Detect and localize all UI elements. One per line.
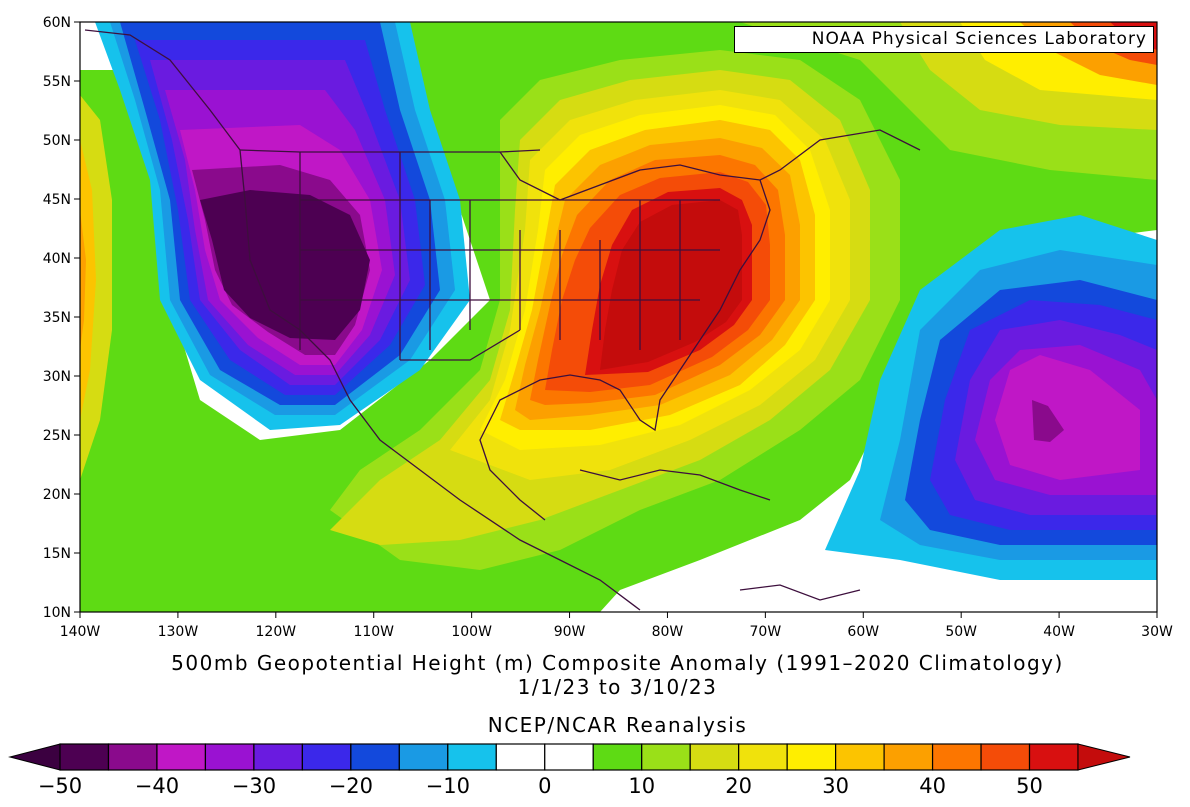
lat-tick-label: 20N <box>43 487 71 503</box>
colorbar-tick-label: −30 <box>232 774 276 798</box>
lon-tick-label: 90W <box>554 624 586 640</box>
colorbar-swatch <box>592 743 643 771</box>
colorbar-swatch <box>59 743 110 771</box>
lon-tick-label: 30W <box>1141 624 1173 640</box>
date-range: 1/1/23 to 3/10/23 <box>517 675 718 699</box>
colorbar-swatch <box>398 743 449 771</box>
lat-tick-label: 30N <box>43 369 71 385</box>
colorbar-swatch <box>301 743 352 771</box>
western-low <box>95 22 470 430</box>
colorbar-tick-label: −20 <box>329 774 373 798</box>
lat-tick-label: 55N <box>43 74 71 90</box>
colorbar-swatch <box>980 743 1031 771</box>
lon-tick-label: 110W <box>353 624 394 640</box>
anomaly-contours <box>80 22 1157 612</box>
lat-tick-label: 35N <box>43 310 71 326</box>
lon-tick-label: 40W <box>1043 624 1075 640</box>
colorbar-swatch <box>883 743 934 771</box>
colorbar-swatch <box>931 743 982 771</box>
colorbar: −50 −40 −30 −20 −10 0 10 20 30 40 50 <box>8 743 1131 798</box>
colorbar-swatch <box>1028 743 1079 771</box>
colorbar-swatch <box>835 743 885 771</box>
colorbar-tick-label: 10 <box>628 774 655 798</box>
credit-box: NOAA Physical Sciences Laboratory <box>734 26 1154 53</box>
colorbar-swatch <box>641 743 691 771</box>
lon-tick-label: 80W <box>652 624 684 640</box>
colorbar-tick-label: 50 <box>1016 774 1043 798</box>
lon-tick-label: 100W <box>451 624 492 640</box>
colorbar-swatch <box>738 743 788 771</box>
lat-tick-label: 25N <box>43 428 71 444</box>
colorbar-low-arrow <box>8 743 61 771</box>
colorbar-swatch <box>689 743 740 771</box>
lat-tick-label: 45N <box>43 192 71 208</box>
lon-tick-label: 140W <box>60 624 101 640</box>
lon-tick-label: 130W <box>158 624 199 640</box>
colorbar-swatch <box>253 743 303 771</box>
colorbar-tick-label: 0 <box>538 774 551 798</box>
lon-tick-label: 50W <box>945 624 977 640</box>
lat-tick-label: 60N <box>43 15 71 31</box>
colorbar-high-arrow <box>1077 743 1131 771</box>
colorbar-swatch <box>204 743 255 771</box>
colorbar-tick-label: −10 <box>426 774 470 798</box>
longitude-axis: 140W 130W 120W 110W 100W 90W 80W 70W 60W 50W 40W 30… <box>60 612 1173 640</box>
colorbar-tick-label: 20 <box>725 774 752 798</box>
coastlines <box>84 29 921 611</box>
colorbar-tick-label: −40 <box>135 774 179 798</box>
colorbar-swatch <box>350 743 400 771</box>
eastern-high <box>330 50 900 570</box>
lat-tick-label: 10N <box>43 605 71 621</box>
lat-tick-label: 40N <box>43 251 71 267</box>
colorbar-swatch <box>156 743 207 771</box>
colorbar-tick-label: −50 <box>38 774 82 798</box>
pacific-high-edge <box>80 95 112 480</box>
data-source: NCEP/NCAR Reanalysis <box>487 713 748 737</box>
map-title: 500mb Geopotential Height (m) Composite … <box>171 651 1064 675</box>
colorbar-tick-label: 30 <box>822 774 849 798</box>
latitude-axis: 60N 55N 50N 45N 40N 35N 30N 25N 20N 15N 10N <box>43 15 80 621</box>
colorbar-swatch <box>447 743 497 771</box>
colorbar-swatch <box>544 743 594 771</box>
colorbar-swatch <box>786 743 837 771</box>
lon-tick-label: 70W <box>750 624 782 640</box>
lat-tick-label: 50N <box>43 133 71 149</box>
lat-tick-label: 15N <box>43 546 71 562</box>
lon-tick-label: 60W <box>847 624 879 640</box>
atlantic-low <box>825 215 1157 580</box>
lon-tick-label: 120W <box>256 624 297 640</box>
colorbar-tick-label: 40 <box>919 774 946 798</box>
colorbar-swatch <box>107 743 158 771</box>
colorbar-swatch <box>495 743 546 771</box>
